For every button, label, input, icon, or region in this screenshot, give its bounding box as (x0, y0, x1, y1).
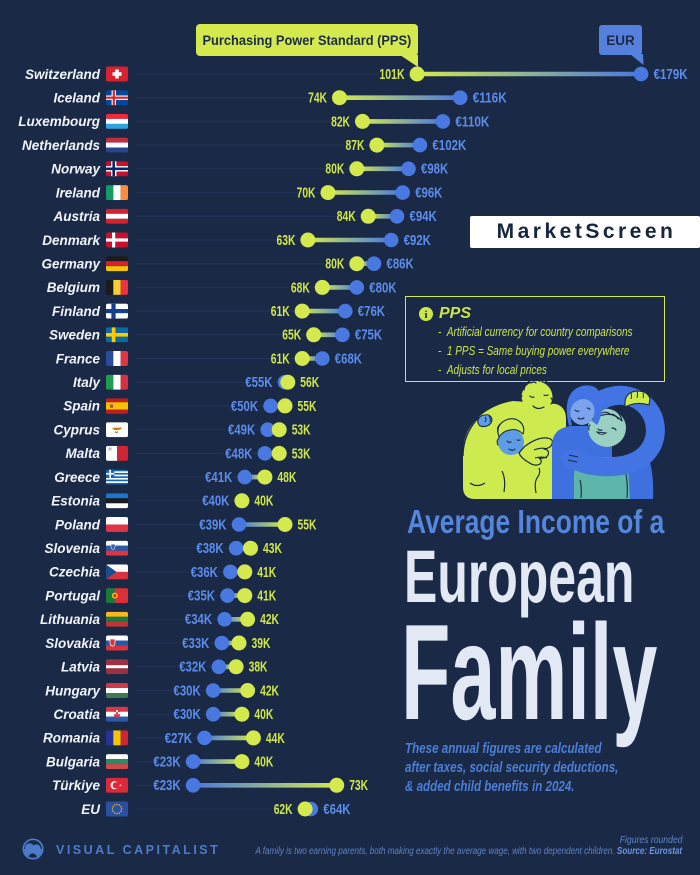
svg-text:55K: 55K (298, 399, 317, 415)
svg-text:€34K: €34K (185, 612, 213, 628)
svg-text:Cyprus: Cyprus (53, 423, 100, 438)
svg-text:38K: 38K (249, 660, 268, 676)
svg-text:Croatia: Croatia (53, 707, 100, 722)
svg-text:€96K: €96K (415, 186, 443, 202)
svg-text:41K: 41K (257, 565, 276, 581)
svg-text:€64K: €64K (323, 802, 351, 818)
svg-text:Czechia: Czechia (49, 565, 101, 580)
svg-text:€35K: €35K (188, 589, 216, 605)
svg-text:€98K: €98K (421, 162, 449, 178)
svg-text:53K: 53K (292, 423, 311, 439)
svg-text:€33K: €33K (182, 636, 210, 652)
svg-text:Switzerland: Switzerland (25, 67, 101, 82)
svg-text:Poland: Poland (55, 517, 101, 532)
svg-text:€49K: €49K (228, 423, 256, 439)
svg-text:Netherlands: Netherlands (22, 138, 101, 153)
svg-text:82K: 82K (331, 114, 350, 130)
svg-text:€32K: €32K (179, 660, 207, 676)
svg-text:€38K: €38K (196, 541, 224, 557)
svg-text:41K: 41K (257, 589, 276, 605)
svg-text:53K: 53K (292, 446, 311, 462)
svg-text:€23K: €23K (153, 778, 181, 794)
svg-text:€92K: €92K (404, 233, 432, 249)
svg-text:EU: EU (81, 802, 101, 817)
svg-text:Slovenia: Slovenia (44, 541, 100, 556)
svg-text:Türkiye: Türkiye (52, 778, 101, 793)
svg-text:40K: 40K (254, 494, 273, 510)
svg-text:44K: 44K (266, 731, 285, 747)
svg-text:61K: 61K (271, 304, 290, 320)
svg-text:40K: 40K (254, 755, 273, 771)
svg-text:Spain: Spain (63, 399, 100, 414)
svg-text:Norway: Norway (51, 162, 101, 177)
svg-text:63K: 63K (277, 233, 296, 249)
svg-text:€41K: €41K (205, 470, 233, 486)
svg-text:Germany: Germany (41, 257, 101, 272)
svg-text:Denmark: Denmark (42, 233, 101, 248)
svg-text:40K: 40K (254, 707, 273, 723)
svg-text:Finland: Finland (52, 304, 101, 319)
svg-text:€50K: €50K (231, 399, 259, 415)
svg-text:Bulgaria: Bulgaria (46, 754, 101, 769)
svg-text:101K: 101K (379, 67, 405, 83)
svg-text:€48K: €48K (225, 446, 253, 462)
svg-text:€110K: €110K (455, 114, 489, 130)
svg-text:Sweden: Sweden (49, 328, 100, 343)
svg-text:42K: 42K (260, 612, 279, 628)
svg-text:87K: 87K (346, 138, 365, 154)
svg-text:Greece: Greece (54, 470, 100, 485)
svg-text:80K: 80K (325, 257, 344, 273)
svg-text:Portugal: Portugal (45, 588, 100, 603)
svg-text:€75K: €75K (355, 328, 383, 344)
svg-text:€76K: €76K (358, 304, 386, 320)
svg-text:Belgium: Belgium (47, 280, 100, 295)
svg-text:43K: 43K (263, 541, 282, 557)
svg-text:Lithuania: Lithuania (40, 612, 100, 627)
svg-text:France: France (56, 351, 101, 366)
svg-text:Latvia: Latvia (61, 660, 101, 675)
svg-text:€179K: €179K (654, 67, 688, 83)
svg-text:80K: 80K (325, 162, 344, 178)
svg-text:84K: 84K (337, 209, 356, 225)
svg-text:€30K: €30K (174, 707, 202, 723)
svg-text:€36K: €36K (191, 565, 219, 581)
svg-text:€102K: €102K (432, 138, 466, 154)
svg-text:Romania: Romania (43, 731, 101, 746)
svg-text:Austria: Austria (52, 209, 100, 224)
svg-text:€68K: €68K (335, 351, 363, 367)
svg-text:62K: 62K (274, 802, 293, 818)
svg-text:Ireland: Ireland (56, 185, 101, 200)
svg-text:€55K: €55K (245, 375, 273, 391)
svg-text:Malta: Malta (65, 446, 100, 461)
svg-text:Iceland: Iceland (53, 91, 100, 106)
svg-text:39K: 39K (252, 636, 271, 652)
svg-text:Luxembourg: Luxembourg (18, 114, 101, 129)
svg-text:48K: 48K (277, 470, 296, 486)
svg-text:Hungary: Hungary (45, 683, 101, 698)
svg-text:61K: 61K (271, 351, 290, 367)
svg-text:56K: 56K (300, 375, 319, 391)
svg-text:€86K: €86K (387, 257, 415, 273)
svg-text:€116K: €116K (473, 91, 507, 107)
svg-text:€30K: €30K (174, 683, 202, 699)
svg-text:74K: 74K (308, 91, 327, 107)
svg-text:€40K: €40K (202, 494, 230, 510)
svg-text:€80K: €80K (369, 280, 397, 296)
svg-text:Italy: Italy (73, 375, 102, 390)
svg-text:Slovakia: Slovakia (45, 636, 100, 651)
svg-text:€23K: €23K (153, 755, 181, 771)
svg-text:68K: 68K (291, 280, 310, 296)
svg-text:73K: 73K (349, 778, 368, 794)
svg-text:Estonia: Estonia (51, 494, 100, 509)
svg-text:70K: 70K (297, 186, 316, 202)
svg-text:€94K: €94K (410, 209, 438, 225)
svg-text:€27K: €27K (165, 731, 193, 747)
svg-text:i: i (424, 309, 427, 321)
svg-text:€39K: €39K (199, 517, 227, 533)
svg-text:42K: 42K (260, 683, 279, 699)
svg-text:65K: 65K (282, 328, 301, 344)
svg-text:55K: 55K (298, 517, 317, 533)
